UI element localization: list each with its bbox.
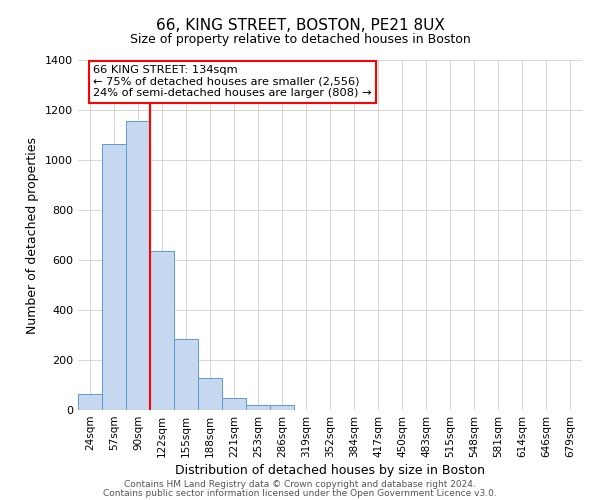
Text: Contains public sector information licensed under the Open Government Licence v3: Contains public sector information licen…: [103, 488, 497, 498]
Bar: [198, 378, 222, 410]
Bar: [126, 122, 150, 410]
Bar: [78, 394, 102, 410]
Text: Contains HM Land Registry data © Crown copyright and database right 2024.: Contains HM Land Registry data © Crown c…: [124, 480, 476, 489]
Bar: [270, 405, 294, 410]
Text: 66 KING STREET: 134sqm
← 75% of detached houses are smaller (2,556)
24% of semi-: 66 KING STREET: 134sqm ← 75% of detached…: [93, 66, 371, 98]
Bar: [150, 252, 174, 410]
X-axis label: Distribution of detached houses by size in Boston: Distribution of detached houses by size …: [175, 464, 485, 477]
Bar: [174, 339, 198, 410]
Bar: [246, 405, 270, 410]
Y-axis label: Number of detached properties: Number of detached properties: [26, 136, 40, 334]
Bar: [102, 144, 126, 410]
Bar: [222, 398, 246, 410]
Text: Size of property relative to detached houses in Boston: Size of property relative to detached ho…: [130, 32, 470, 46]
Text: 66, KING STREET, BOSTON, PE21 8UX: 66, KING STREET, BOSTON, PE21 8UX: [155, 18, 445, 32]
